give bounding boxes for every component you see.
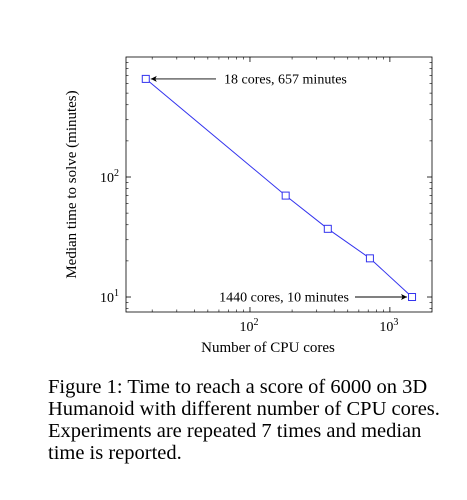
x-tick-label: 102	[239, 317, 258, 335]
y-tick-exponent: 2	[114, 168, 119, 179]
x-tick-labels: 102 103	[239, 317, 398, 335]
data-point-marker	[365, 254, 374, 263]
y-tick-exponent: 1	[114, 288, 119, 299]
annotation-label: 18 cores, 657 minutes	[224, 72, 347, 87]
data-point-marker	[281, 191, 290, 200]
annotation-arrowhead	[401, 294, 408, 301]
annotations: 18 cores, 657 minutes 1440 cores, 10 minu…	[150, 72, 408, 306]
x-tick-label: 103	[379, 317, 398, 335]
x-axis-label: Number of CPU cores	[201, 340, 335, 356]
x-tick-exponent: 2	[253, 317, 258, 328]
y-tick-label: 102	[100, 168, 119, 186]
minor-ticks	[126, 57, 432, 312]
y-axis-label: Median time to solve (minutes)	[64, 90, 80, 278]
annotation-arrowhead	[150, 75, 157, 82]
data-point-marker	[141, 74, 150, 83]
annotation-label: 1440 cores, 10 minutes	[219, 291, 349, 306]
plot-frame	[125, 56, 433, 313]
data-point-marker	[323, 224, 332, 233]
y-tick-label: 101	[100, 288, 119, 306]
major-ticks	[126, 57, 432, 312]
data-markers	[141, 74, 417, 302]
data-point-marker	[408, 293, 417, 302]
x-tick-exponent: 3	[393, 317, 398, 328]
y-tick-labels: 101 102	[100, 168, 119, 306]
series-line	[145, 78, 413, 298]
chart: 102 103 101 102 18 cores, 657 minutes 1440 …	[64, 56, 433, 356]
figure-caption: Figure 1: Time to reach a score of 6000 …	[48, 376, 440, 464]
